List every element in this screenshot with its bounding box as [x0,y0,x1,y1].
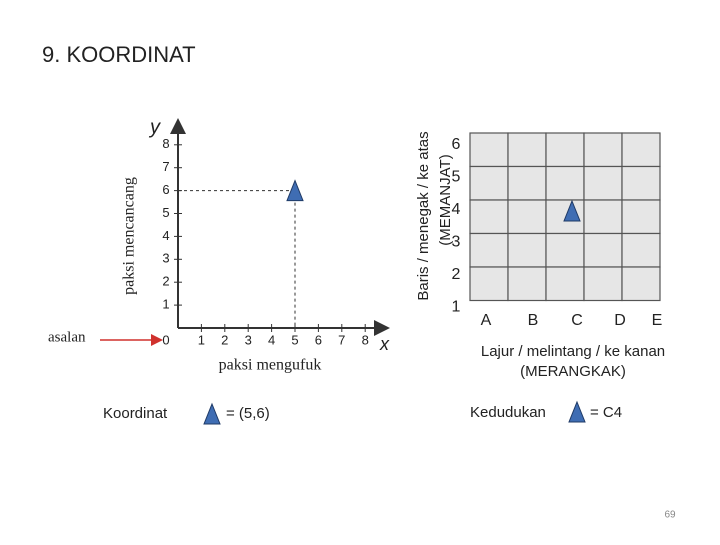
point-marker [286,179,304,202]
title: 9. KOORDINAT [42,42,196,67]
x-tick-label: 8 [362,332,369,347]
origin-label: asalan [48,329,86,345]
y-tick-label: 7 [162,159,169,174]
grid-cell [545,266,585,302]
grid-cell [545,232,585,268]
y-tick-label: 1 [162,297,169,312]
page-number: 69 [664,510,676,521]
caption-value: = (5,6) [226,405,270,422]
x-tick-label: 2 [221,332,228,347]
x-tick-label: 7 [338,332,345,347]
row-number: 2 [452,266,461,283]
y-tick-label: 6 [162,182,169,197]
column-letter: C [571,312,583,329]
grid-cell [545,132,585,168]
x-axis-name: paksi mengufuk [219,357,322,374]
grid-cell [507,232,547,268]
grid-cell [469,165,509,201]
column-letter: D [614,312,626,329]
y-tick-label: 2 [162,274,169,289]
column-letter: E [652,312,663,329]
row-number: 1 [452,299,461,316]
grid-cell [469,232,509,268]
grid-cell [621,132,661,168]
caption-value: = C4 [590,404,622,421]
grid-cell [583,132,623,168]
y-tick-label: 5 [162,205,169,220]
marker-icon [203,402,221,425]
row-number: 4 [452,201,461,218]
grid-cell [621,266,661,302]
grid-cell [583,165,623,201]
position-marker [563,199,581,222]
x-tick-label: 0 [162,332,169,347]
x-label: x [379,334,390,354]
row-label-2: (MEMANJAT) [437,154,454,245]
y-label: y [148,116,161,138]
y-axis-name: paksi mencancang [121,177,138,295]
grid-cell [621,165,661,201]
row-number: 3 [452,234,461,251]
row-number: 6 [452,136,461,153]
y-tick-label: 8 [162,136,169,151]
grid-cell [507,199,547,235]
column-label-2: (MERANGKAK) [520,363,626,380]
grid-cell [507,132,547,168]
coordinate-caption: Koordinat = (5,6) [103,402,270,425]
column-label: Lajur / melintang / ke kanan [481,343,665,360]
column-letter: A [481,312,492,329]
y-tick-label: 4 [162,228,169,243]
caption-label: Koordinat [103,405,168,422]
grid-cell [507,266,547,302]
grid-cell [621,199,661,235]
y-tick-label: 3 [162,251,169,266]
x-tick-label: 4 [268,332,275,347]
marker-icon [568,400,586,423]
caption-label: Kedudukan [470,404,546,421]
x-tick-label: 5 [291,332,298,347]
row-number: 5 [452,169,461,186]
position-grid: 6 5 4 3 2 1 A B C D E [452,132,663,329]
grid-cell [469,266,509,302]
grid-cell [583,266,623,302]
grid-cell [583,199,623,235]
grid-cell [469,199,509,235]
grid-cell [545,165,585,201]
grid-cell [583,232,623,268]
grid-cell [469,132,509,168]
x-tick-label: 1 [198,332,205,347]
coordinate-graph: y x asalan paksi mengufuk paksi mencanca… [48,116,390,374]
row-label: Baris / menegak / ke atas [415,131,432,300]
grid-cell [621,232,661,268]
x-tick-label: 6 [315,332,322,347]
x-tick-label: 3 [245,332,252,347]
grid-cell [507,165,547,201]
column-letter: B [528,312,539,329]
